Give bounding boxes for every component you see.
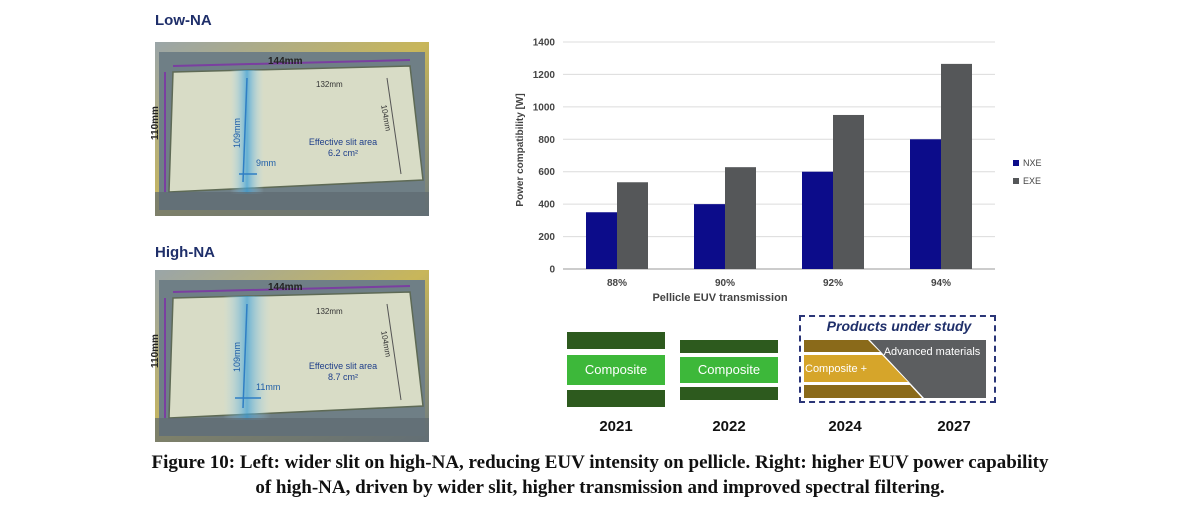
composite-plus-bottom-layer [804,385,922,398]
high-na-height-label: 110mm [150,334,161,368]
chart-y-ticks: 0 200 400 600 800 1000 1200 1400 [533,38,556,276]
pellicle-roadmap-graphic: Composite Composite Composite + Advanced… [567,332,986,407]
low-na-slit-length-label: 109mm [232,117,242,148]
chart-legend: NXE EXE [1013,158,1042,186]
chart-x-axis-label: Pellicle EUV transmission [652,292,787,304]
composite-2022-bottom-layer [680,387,778,400]
advanced-materials-block [870,340,986,398]
bar-nxe-92pct [802,171,833,269]
y-tick-label-1400: 1400 [533,38,556,49]
low-na-area-text: Effective slit area 6.2 cm² [300,137,386,159]
products-under-study-box [799,315,996,403]
figure-caption: Figure 10: Left: wider slit on high-NA, … [0,450,1200,500]
bar-nxe-94pct [910,139,941,269]
composite-plus-label: Composite + [805,363,867,375]
high-na-inner-width-label: 132mm [316,307,343,316]
y-tick-label-0: 0 [549,265,555,276]
low-na-area-value: 6.2 cm² [327,148,358,158]
high-na-title: High-NA [155,244,215,261]
composite-2022-core-layer [680,357,778,383]
low-na-slit-width-label: 9mm [256,158,276,168]
low-na-height-label: 110mm [150,106,161,140]
bar-exe-90pct [725,167,756,269]
chart-y-axis-label: Power compatibility [W] [515,93,526,206]
legend-label-exe: EXE [1023,176,1041,186]
composite-2022-top-layer [680,340,778,353]
chart-x-ticks: 88% 90% 92% 94% [607,278,951,289]
x-tick-label-94pct: 94% [931,278,951,289]
x-tick-label-88pct: 88% [607,278,627,289]
low-na-area-label: Effective slit area [308,137,378,147]
y-tick-label-1000: 1000 [533,102,556,113]
bar-nxe-90pct [694,204,725,269]
products-under-study-title: Products under study [826,318,972,334]
composite-2021-top-layer [567,332,665,349]
bar-nxe-88pct [586,212,617,269]
y-tick-label-800: 800 [538,135,555,146]
bar-exe-94pct [941,63,972,270]
y-tick-label-200: 200 [538,232,555,243]
high-na-slit-length-label: 109mm [232,341,242,372]
power-compatibility-chart: 0 200 400 600 800 1000 1200 1400 88% 90% 92% 94% P… [515,38,1042,305]
low-na-inner-width-label: 132mm [316,80,343,89]
composite-2021-bottom-layer [567,390,665,407]
composite-2021-label: Composite [585,362,647,377]
y-tick-label-1200: 1200 [533,70,556,81]
caption-line-2: of high-NA, driven by wider slit, higher… [255,477,945,498]
year-2027-label: 2027 [937,418,971,435]
chart-bars [586,63,972,270]
year-2022-label: 2022 [712,418,746,435]
legend-swatch-exe [1013,178,1019,184]
caption-line-1: Figure 10: Left: wider slit on high-NA, … [151,452,1049,473]
low-na-width-label: 144mm [268,56,303,67]
low-na-pellicle-photo [155,42,429,216]
high-na-slit-width-label: 11mm [256,382,281,392]
y-tick-label-400: 400 [538,200,555,211]
x-tick-label-90pct: 90% [715,278,735,289]
high-na-area-label: Effective slit area [308,361,378,371]
bar-exe-92pct [833,114,864,269]
high-na-width-label: 144mm [268,282,303,293]
advanced-materials-label: Advanced materials [884,346,981,358]
composite-2022-label: Composite [698,362,760,377]
y-tick-label-600: 600 [538,167,555,178]
high-na-pellicle-photo [155,270,429,442]
high-na-area-text: Effective slit area 8.7 cm² [300,361,386,383]
legend-label-nxe: NXE [1023,158,1042,168]
low-na-title: Low-NA [155,12,212,29]
composite-plus-core-layer [804,355,908,382]
year-2024-label: 2024 [828,418,862,435]
x-tick-label-92pct: 92% [823,278,843,289]
legend-swatch-nxe [1013,160,1019,166]
composite-2021-core-layer [567,355,665,385]
year-2021-label: 2021 [599,418,633,435]
composite-plus-top-layer [804,340,880,352]
bar-exe-88pct [617,182,648,269]
high-na-area-value: 8.7 cm² [327,372,358,382]
